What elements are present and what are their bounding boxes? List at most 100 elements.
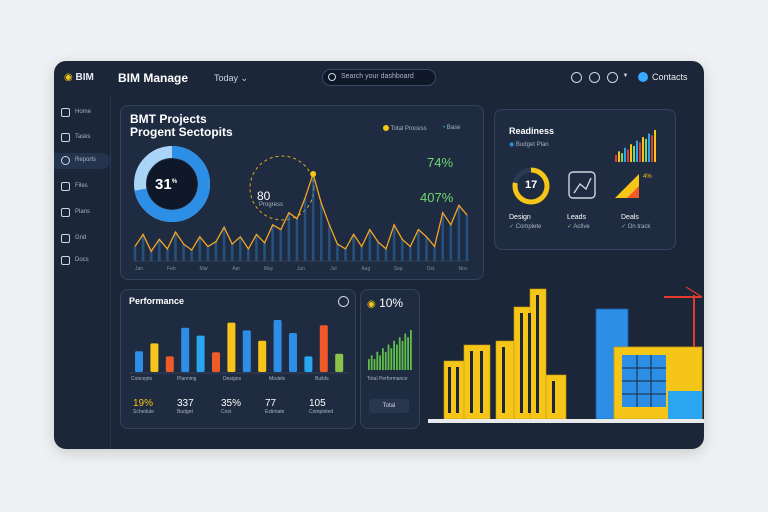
mini-bar	[410, 330, 412, 370]
dashboard-window: ◉ BIM BIM Manage Today ⌄ Search your das…	[54, 61, 704, 449]
performance-stat-label: Schedule	[133, 409, 154, 415]
refresh-icon[interactable]	[571, 72, 582, 83]
performance-stat-label: Budget	[177, 409, 193, 415]
mini-total-button[interactable]: Total	[369, 399, 409, 413]
performance-stat: 105 Completed	[309, 398, 333, 415]
legend-item-base: • Base	[443, 125, 460, 131]
check-icon: ✓	[567, 224, 573, 230]
peak-value: 80	[257, 189, 271, 203]
donut-progress	[134, 146, 210, 222]
mini-bars	[368, 330, 412, 370]
search-input[interactable]: Search your dashboard	[322, 69, 436, 86]
mini-value-number: 10%	[379, 296, 404, 310]
filter-icon[interactable]: ▼	[622, 73, 629, 79]
user-name: Contacts	[652, 72, 688, 82]
search-icon	[328, 73, 336, 81]
gauge-icon: ◉	[367, 299, 376, 310]
performance-bar	[135, 351, 143, 372]
mini-performance-card: ◉ 10% Total Performance Total	[360, 289, 420, 429]
performance-stat: 35% Cost	[221, 398, 241, 415]
sidebar-item-grid[interactable]: Grid	[54, 231, 110, 247]
readiness-mini-bar	[630, 144, 632, 162]
logo[interactable]: ◉ BIM	[64, 72, 94, 83]
window-strip	[480, 351, 483, 413]
mini-bar	[398, 337, 401, 370]
performance-bar	[227, 322, 236, 372]
readiness-mini-bar	[621, 153, 623, 162]
performance-bar	[242, 330, 251, 372]
mini-bar	[376, 351, 379, 370]
legend-label: Total Process	[390, 126, 427, 132]
readiness-mini-bar	[639, 142, 641, 162]
folder-icon	[61, 182, 70, 191]
projects-subtitle: Progent Sectopits	[130, 125, 233, 139]
trend-line	[134, 171, 468, 253]
readiness-mini-bars	[615, 130, 656, 162]
trend-tick-label: Jun	[297, 266, 305, 272]
mini-bar	[396, 344, 398, 370]
label-design-sub: ✓ Complete	[509, 223, 541, 230]
label-leads-sub: ✓ Active	[567, 223, 590, 230]
trend-tick-label: Aug	[361, 266, 370, 272]
label-leads: Leads	[567, 214, 587, 221]
performance-stat-label: Estimate	[265, 409, 285, 415]
trend-tick-label: May	[264, 266, 274, 272]
sidebar-item-label: Grid	[75, 235, 87, 241]
window-strip	[456, 367, 459, 413]
sidebar-item-tasks[interactable]: Tasks	[54, 130, 110, 146]
window-strip	[470, 351, 473, 413]
sidebar-item-reports[interactable]: Reports	[54, 153, 110, 169]
mini-bar	[401, 340, 404, 370]
readiness-sub: ◉ Budget Plan	[509, 141, 549, 148]
check-icon: ✓	[621, 224, 627, 230]
mini-bar	[387, 344, 390, 370]
performance-stat-value: 77	[265, 398, 277, 409]
chart-box-icon	[568, 171, 596, 199]
sidebar-item-label: Docs	[75, 257, 89, 263]
performance-bars	[129, 320, 349, 374]
mini-bar	[393, 340, 395, 370]
mini-bar	[373, 359, 376, 370]
performance-bar	[335, 353, 344, 372]
readiness-card: Readiness ◉ Budget Plan 17 4% Design ✓ C…	[494, 109, 676, 250]
grid-icon	[61, 234, 70, 243]
performance-stat-value: 105	[309, 398, 326, 409]
readiness-mini-bar	[645, 138, 647, 162]
date-dropdown[interactable]: Today ⌄	[214, 73, 248, 84]
stat-407: 407%	[420, 190, 454, 205]
stat-74: 74%	[427, 155, 454, 170]
mini-bar	[384, 351, 387, 370]
building-2	[463, 344, 491, 420]
sidebar-item-label: Home	[75, 109, 92, 115]
peak-sub: Progress	[259, 202, 284, 208]
readiness-mini-bar	[627, 149, 629, 162]
trend-tick-label: Sep	[394, 266, 403, 272]
layers-icon	[61, 208, 70, 217]
building-6	[545, 374, 567, 420]
performance-bar	[319, 325, 328, 372]
document-icon	[61, 256, 70, 265]
performance-title: Performance	[129, 296, 185, 306]
window-strip	[536, 295, 539, 413]
sidebar-item-plans[interactable]: Plans	[54, 205, 110, 221]
info-icon[interactable]	[338, 296, 349, 307]
bell-icon[interactable]	[607, 72, 618, 83]
window-strip	[520, 313, 523, 413]
performance-axis-label: Builds	[315, 376, 329, 382]
crane-tie	[685, 286, 703, 298]
performance-bar	[181, 327, 190, 372]
sidebar-item-files[interactable]: Files	[54, 179, 110, 195]
mini-bar	[370, 355, 373, 370]
sidebar-item-home[interactable]: Home	[54, 105, 110, 121]
readiness-mini-bar	[618, 151, 620, 162]
sidebar-item-docs[interactable]: Docs	[54, 253, 110, 269]
settings-icon[interactable]	[589, 72, 600, 83]
performance-bar	[289, 333, 297, 372]
performance-axis-label: Planning	[177, 376, 197, 382]
trend-tick-label: Jul	[330, 266, 336, 272]
readiness-mini-bar	[636, 140, 638, 162]
app-title: BIM Manage	[118, 71, 189, 85]
mini-label: Total Performance	[367, 376, 408, 382]
user-menu[interactable]: Contacts	[638, 72, 688, 82]
gauge-icon	[61, 156, 70, 165]
